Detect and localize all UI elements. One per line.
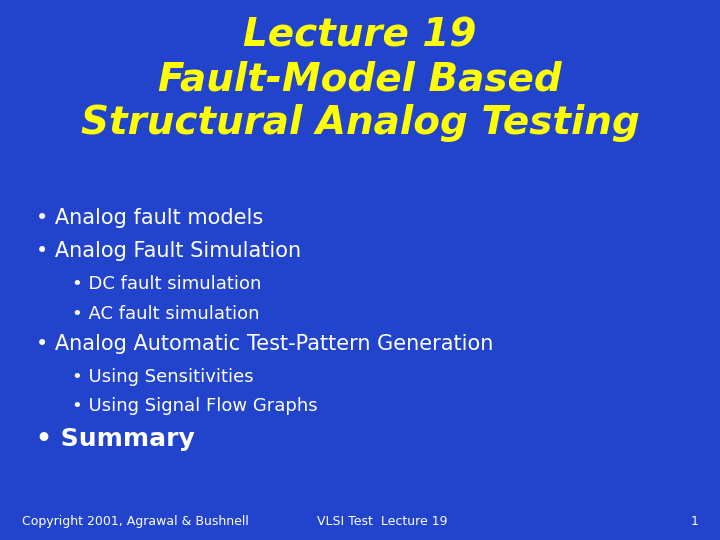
Text: • Summary: • Summary bbox=[36, 427, 194, 451]
Text: • DC fault simulation: • DC fault simulation bbox=[72, 275, 261, 293]
Text: VLSI Test  Lecture 19: VLSI Test Lecture 19 bbox=[317, 515, 447, 528]
Text: • Analog Automatic Test-Pattern Generation: • Analog Automatic Test-Pattern Generati… bbox=[36, 334, 493, 354]
Text: • AC fault simulation: • AC fault simulation bbox=[72, 305, 259, 322]
Text: • Using Signal Flow Graphs: • Using Signal Flow Graphs bbox=[72, 397, 318, 415]
Text: • Analog fault models: • Analog fault models bbox=[36, 208, 264, 228]
Text: • Analog Fault Simulation: • Analog Fault Simulation bbox=[36, 241, 301, 261]
Text: 1: 1 bbox=[690, 515, 698, 528]
Text: Lecture 19
Fault-Model Based
Structural Analog Testing: Lecture 19 Fault-Model Based Structural … bbox=[81, 16, 639, 142]
Text: Copyright 2001, Agrawal & Bushnell: Copyright 2001, Agrawal & Bushnell bbox=[22, 515, 248, 528]
Text: • Using Sensitivities: • Using Sensitivities bbox=[72, 368, 253, 386]
